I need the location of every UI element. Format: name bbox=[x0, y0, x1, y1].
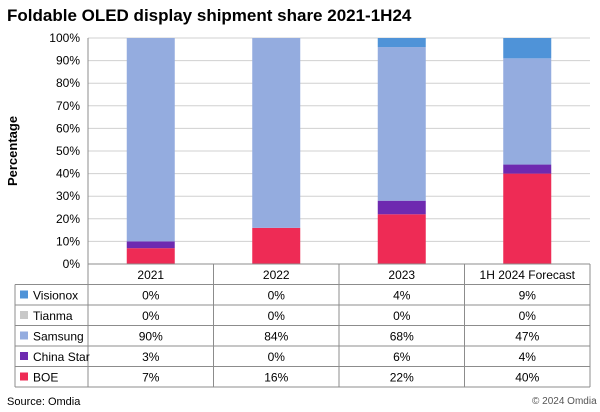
legend-swatch bbox=[20, 372, 28, 381]
bar-segment bbox=[126, 248, 175, 264]
bar-segment bbox=[503, 173, 552, 264]
data-label: 16% bbox=[264, 371, 288, 385]
bar-segment bbox=[503, 38, 552, 59]
legend-label: Samsung bbox=[33, 330, 84, 344]
legend-swatch bbox=[20, 311, 28, 319]
y-tick-label: 100% bbox=[49, 31, 80, 45]
y-tick-label: 70% bbox=[56, 99, 80, 113]
data-label: 0% bbox=[268, 350, 286, 364]
y-tick-label: 80% bbox=[56, 76, 80, 90]
data-label: 22% bbox=[390, 371, 414, 385]
data-label: 7% bbox=[142, 371, 160, 385]
data-label: 0% bbox=[519, 309, 537, 323]
source-note: Source: Omdia bbox=[7, 396, 81, 408]
x-tick-label: 1H 2024 Forecast bbox=[480, 268, 576, 282]
bar-segment bbox=[252, 227, 301, 264]
bar-segment bbox=[126, 241, 175, 249]
x-tick-label: 2023 bbox=[388, 268, 415, 282]
data-label: 4% bbox=[393, 289, 411, 303]
y-tick-label: 20% bbox=[56, 212, 80, 226]
data-label: 4% bbox=[519, 350, 537, 364]
bar-segment bbox=[252, 38, 301, 228]
data-label: 40% bbox=[515, 371, 539, 385]
y-tick-label: 10% bbox=[56, 234, 80, 248]
data-label: 0% bbox=[142, 309, 160, 323]
data-label: 6% bbox=[393, 350, 411, 364]
bar-segment bbox=[126, 38, 175, 242]
legend-label: Visionox bbox=[33, 289, 78, 303]
legend-swatch bbox=[20, 352, 28, 360]
data-label: 9% bbox=[519, 289, 537, 303]
data-label: 47% bbox=[515, 330, 539, 344]
bar-segment bbox=[377, 214, 426, 264]
legend-label: Tianma bbox=[33, 309, 73, 323]
y-tick-label: 40% bbox=[56, 167, 80, 181]
data-label: 0% bbox=[268, 289, 286, 303]
bar-segment bbox=[377, 200, 426, 215]
data-label: 0% bbox=[268, 309, 286, 323]
legend-label: BOE bbox=[33, 371, 58, 385]
data-label: 3% bbox=[142, 350, 160, 364]
y-tick-label: 0% bbox=[63, 257, 81, 271]
y-tick-label: 60% bbox=[56, 121, 80, 135]
legend-swatch bbox=[20, 331, 28, 340]
bar-segment bbox=[503, 164, 552, 174]
data-label: 90% bbox=[139, 330, 163, 344]
bar-segment bbox=[377, 38, 426, 48]
y-tick-label: 90% bbox=[56, 54, 80, 68]
legend-label: China Star bbox=[33, 350, 90, 364]
legend-swatch bbox=[20, 290, 28, 299]
data-label: 0% bbox=[142, 289, 160, 303]
data-label: 68% bbox=[390, 330, 414, 344]
bar-segment bbox=[503, 58, 552, 165]
x-tick-label: 2022 bbox=[263, 268, 290, 282]
y-tick-label: 50% bbox=[56, 144, 80, 158]
y-tick-label: 30% bbox=[56, 189, 80, 203]
copyright-note: © 2024 Omdia bbox=[532, 396, 597, 407]
x-tick-label: 2021 bbox=[137, 268, 164, 282]
data-label: 84% bbox=[264, 330, 288, 344]
data-label: 0% bbox=[393, 309, 411, 323]
bar-segment bbox=[377, 47, 426, 201]
chart-title: Foldable OLED display shipment share 202… bbox=[7, 6, 412, 25]
y-axis-label: Percentage bbox=[5, 116, 20, 186]
